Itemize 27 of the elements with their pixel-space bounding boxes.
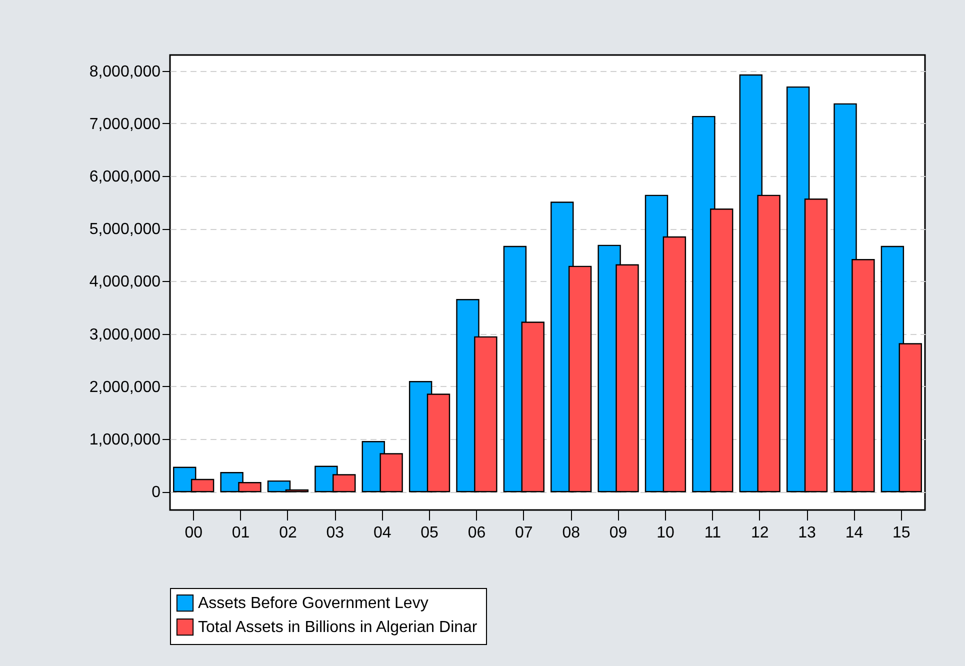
legend-label: Total Assets in Billions in Algerian Dinar — [198, 619, 478, 636]
x-tick-label: 04 — [373, 524, 392, 542]
x-tick-label: 11 — [704, 524, 722, 542]
y-tick-label: 6,000,000 — [89, 168, 161, 186]
x-tick-label: 02 — [279, 524, 297, 542]
y-tick-label: 4,000,000 — [89, 274, 161, 291]
x-tick-label: 14 — [845, 524, 864, 542]
x-tick-label: 15 — [892, 524, 910, 542]
y-tick-label: 2,000,000 — [89, 378, 161, 396]
x-tick-label: 09 — [609, 524, 628, 542]
x-tick-label: 03 — [326, 524, 344, 542]
x-tick-label: 10 — [656, 524, 674, 542]
x-tick-label: 01 — [232, 524, 250, 542]
y-tick-label: 8,000,000 — [89, 63, 161, 80]
y-tick-label: 3,000,000 — [89, 326, 161, 344]
x-tick-label: 13 — [798, 524, 816, 542]
x-tick-label: 08 — [562, 524, 580, 542]
x-tick-label: 05 — [420, 524, 439, 542]
y-tick-label: 1,000,000 — [89, 431, 161, 448]
y-tick-label: 0 — [152, 484, 161, 502]
x-tick-label: 06 — [468, 524, 486, 542]
x-tick-label: 12 — [750, 524, 769, 542]
y-tick-label: 5,000,000 — [89, 221, 161, 238]
legend-label: Assets Before Government Levy — [198, 595, 428, 612]
y-tick-label: 7,000,000 — [89, 116, 161, 133]
x-tick-label: 00 — [184, 524, 203, 542]
x-tick-label: 07 — [515, 524, 533, 542]
